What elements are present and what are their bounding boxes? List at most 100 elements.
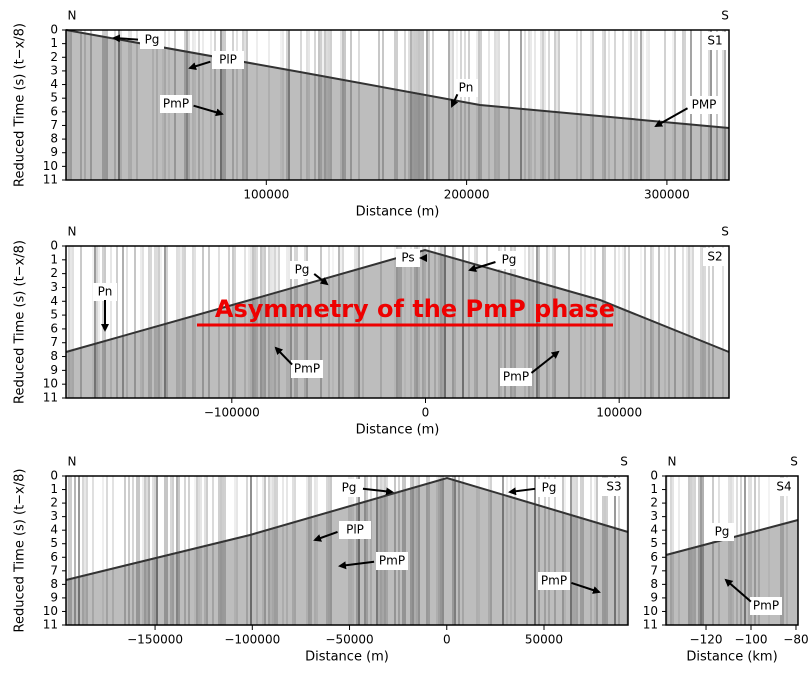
y-tick-label: 8 bbox=[650, 577, 658, 591]
y-tick-label: 0 bbox=[650, 469, 658, 483]
north-label: N bbox=[668, 455, 677, 469]
x-tick-label: −150000 bbox=[127, 633, 183, 647]
y-tick-label: 10 bbox=[43, 604, 58, 618]
annotation: PmP bbox=[503, 370, 529, 384]
panel: −150000−100000−5000005000001234567891011… bbox=[13, 455, 629, 665]
x-tick-label: 100000 bbox=[596, 406, 642, 420]
x-tick-label: −100000 bbox=[224, 633, 280, 647]
y-tick-label: 2 bbox=[650, 496, 658, 510]
y-tick-label: 4 bbox=[50, 294, 58, 308]
arrival-shade bbox=[66, 478, 628, 625]
x-tick-label: 0 bbox=[443, 633, 451, 647]
y-tick-label: 8 bbox=[50, 577, 58, 591]
south-label: S bbox=[620, 455, 628, 469]
y-tick-label: 3 bbox=[650, 509, 658, 523]
x-tick-label: 100000 bbox=[243, 188, 289, 202]
x-tick-label: −50000 bbox=[325, 633, 373, 647]
annotation: Pn bbox=[459, 81, 474, 95]
y-tick-label: 11 bbox=[43, 618, 58, 632]
y-tick-label: 7 bbox=[650, 563, 658, 577]
y-tick-label: 5 bbox=[650, 536, 658, 550]
annotation-arrow bbox=[510, 489, 535, 492]
y-tick-label: 0 bbox=[50, 469, 58, 483]
annotation: PmP bbox=[294, 362, 320, 376]
annotation: Pg bbox=[502, 253, 517, 267]
annotation: PmP bbox=[753, 599, 779, 613]
y-tick-label: 5 bbox=[50, 91, 58, 105]
x-tick-label: 0 bbox=[422, 406, 430, 420]
y-tick-label: 5 bbox=[50, 536, 58, 550]
y-tick-label: 1 bbox=[50, 36, 58, 50]
y-tick-label: 3 bbox=[50, 63, 58, 77]
panel-tag: S1 bbox=[707, 34, 722, 48]
y-tick-label: 5 bbox=[50, 308, 58, 322]
y-tick-label: 7 bbox=[50, 335, 58, 349]
panel-tag: S4 bbox=[776, 480, 791, 494]
y-tick-label: 7 bbox=[50, 118, 58, 132]
y-tick-label: 1 bbox=[650, 482, 658, 496]
x-axis-label: Distance (m) bbox=[305, 650, 389, 665]
y-tick-label: 0 bbox=[50, 239, 58, 253]
x-tick-label: 50000 bbox=[525, 633, 563, 647]
y-tick-label: 4 bbox=[50, 523, 58, 537]
y-axis-label: Reduced Time (s) (t−x/8) bbox=[13, 469, 28, 633]
x-tick-label: 200000 bbox=[444, 188, 490, 202]
x-tick-label: 300000 bbox=[644, 188, 690, 202]
y-tick-label: 8 bbox=[50, 132, 58, 146]
annotation: PmP bbox=[163, 97, 189, 111]
y-tick-label: 1 bbox=[50, 482, 58, 496]
y-axis-label: Reduced Time (s) (t−x/8) bbox=[13, 23, 28, 187]
north-label: N bbox=[68, 225, 77, 239]
x-axis-label: Distance (m) bbox=[356, 205, 440, 220]
highlight-text: Asymmetry of the PmP phase bbox=[215, 295, 615, 323]
y-tick-label: 9 bbox=[50, 590, 58, 604]
x-axis-label: Distance (m) bbox=[356, 423, 440, 438]
south-label: S bbox=[721, 9, 729, 23]
south-label: S bbox=[790, 455, 798, 469]
y-tick-label: 9 bbox=[650, 590, 658, 604]
annotation: Pg bbox=[145, 33, 160, 47]
y-tick-label: 6 bbox=[50, 104, 58, 118]
y-tick-label: 6 bbox=[50, 321, 58, 335]
panel-tag: S2 bbox=[707, 250, 722, 264]
y-tick-label: 10 bbox=[643, 604, 658, 618]
annotation: Pg bbox=[715, 525, 730, 539]
annotation: Pg bbox=[342, 481, 357, 495]
y-tick-label: 11 bbox=[43, 391, 58, 405]
y-tick-label: 4 bbox=[650, 523, 658, 537]
y-tick-label: 10 bbox=[43, 159, 58, 173]
x-tick-label: −100000 bbox=[204, 406, 260, 420]
x-tick-label: −120 bbox=[690, 633, 723, 647]
y-tick-label: 11 bbox=[43, 173, 58, 187]
y-tick-label: 3 bbox=[50, 280, 58, 294]
y-tick-label: 7 bbox=[50, 563, 58, 577]
annotation: Pg bbox=[542, 481, 557, 495]
panel-tag: S3 bbox=[606, 480, 621, 494]
x-tick-label: −100 bbox=[735, 633, 768, 647]
y-tick-label: 1 bbox=[50, 252, 58, 266]
y-axis-label: Reduced Time (s) (t−x/8) bbox=[13, 240, 28, 404]
y-tick-label: 2 bbox=[50, 266, 58, 280]
y-tick-label: 10 bbox=[43, 377, 58, 391]
y-tick-label: 2 bbox=[50, 50, 58, 64]
annotation: PmP bbox=[379, 554, 405, 568]
annotation: PmP bbox=[541, 574, 567, 588]
x-tick-label: −80 bbox=[783, 633, 808, 647]
y-tick-label: 4 bbox=[50, 77, 58, 91]
annotation: Pg bbox=[295, 263, 310, 277]
annotation: PMP bbox=[692, 98, 717, 112]
annotation: Pn bbox=[98, 285, 113, 299]
y-tick-label: 8 bbox=[50, 349, 58, 363]
y-tick-label: 11 bbox=[643, 618, 658, 632]
y-tick-label: 0 bbox=[50, 23, 58, 37]
annotation: PlP bbox=[346, 523, 364, 537]
south-label: S bbox=[721, 225, 729, 239]
figure: 10000020000030000001234567891011Distance… bbox=[0, 0, 809, 677]
north-label: N bbox=[68, 455, 77, 469]
north-label: N bbox=[68, 9, 77, 23]
y-tick-label: 3 bbox=[50, 509, 58, 523]
y-tick-label: 6 bbox=[50, 550, 58, 564]
annotation: PlP bbox=[219, 53, 237, 67]
y-tick-label: 2 bbox=[50, 496, 58, 510]
